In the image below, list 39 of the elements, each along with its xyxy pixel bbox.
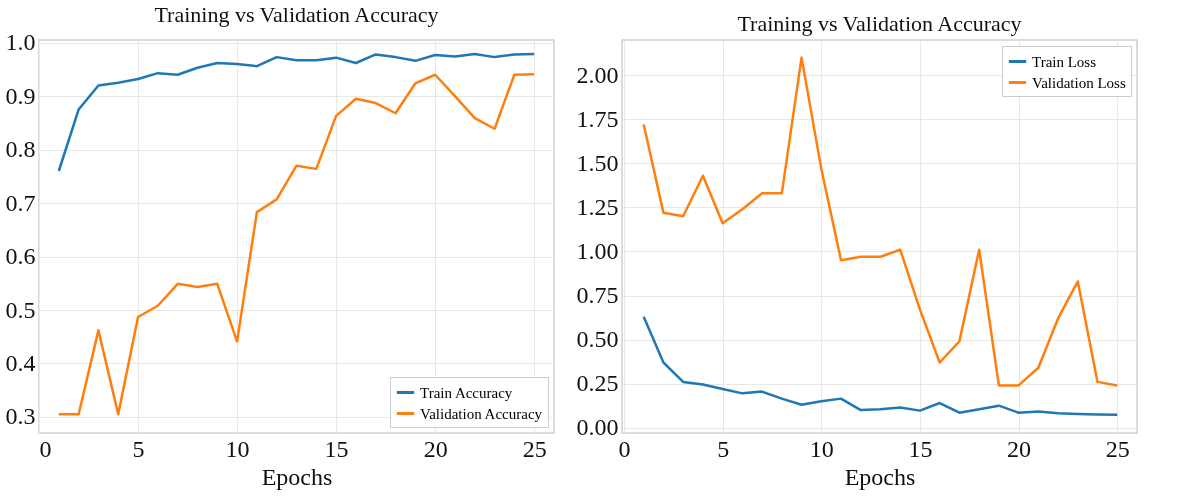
legend-label: Train Loss [1032, 53, 1097, 70]
y-tick-label: 2.00 [576, 61, 619, 88]
y-tick-label: 1.00 [576, 237, 619, 264]
y-tick-label: 0.75 [576, 282, 619, 309]
x-axis-title: Epochs [261, 463, 333, 490]
legend-label: Train Accuracy [420, 384, 513, 401]
x-axis-title: Epochs [844, 463, 916, 490]
x-tick-label: 0 [618, 435, 631, 462]
x-tick-label: 10 [225, 435, 250, 462]
y-tick-label: 0.3 [5, 403, 36, 430]
x-tick-label: 25 [1105, 435, 1130, 462]
y-tick-label: 1.50 [576, 149, 619, 176]
y-tick-label: 0.00 [576, 414, 619, 441]
x-tick-label: 5 [132, 435, 145, 462]
y-tick-label: 1.75 [576, 105, 619, 132]
x-tick-label: 15 [324, 435, 349, 462]
chart-title: Training vs Validation Accuracy [154, 1, 439, 27]
y-tick-label: 0.8 [5, 136, 36, 163]
y-tick-label: 0.4 [5, 349, 36, 376]
y-tick-label: 0.50 [576, 326, 619, 353]
y-tick-label: 0.5 [5, 296, 36, 323]
x-tick-label: 0 [39, 435, 52, 462]
x-tick-label: 20 [1007, 435, 1032, 462]
y-tick-label: 1.0 [5, 29, 36, 56]
line-series [642, 315, 1119, 417]
x-tick-label: 10 [809, 435, 834, 462]
x-tick-label: 5 [717, 435, 730, 462]
x-tick-label: 15 [908, 435, 933, 462]
y-tick-label: 0.7 [5, 189, 36, 216]
y-tick-label: 0.6 [5, 243, 36, 270]
chart-title: Training vs Validation Accuracy [737, 11, 1022, 36]
x-tick-label: 20 [423, 435, 448, 462]
legend-label: Validation Loss [1032, 74, 1126, 91]
line-series [57, 52, 536, 173]
y-tick-label: 0.9 [5, 82, 36, 109]
legend-label: Validation Accuracy [420, 405, 543, 422]
y-tick-label: 0.25 [576, 370, 619, 397]
y-tick-label: 1.25 [576, 193, 619, 220]
x-tick-label: 25 [522, 435, 547, 462]
